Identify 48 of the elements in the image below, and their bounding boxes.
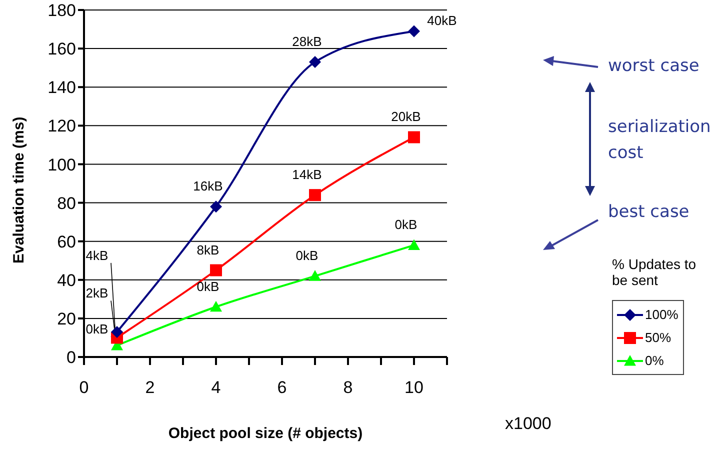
point bbox=[210, 300, 222, 312]
y-tick-label: 60 bbox=[57, 232, 76, 252]
x-tick-label: 0 bbox=[79, 378, 89, 398]
y-tick-label: 0 bbox=[66, 348, 76, 368]
annotation: 14kB bbox=[292, 167, 322, 182]
point bbox=[309, 270, 321, 281]
x-tick-label: 8 bbox=[343, 378, 353, 398]
point bbox=[309, 189, 321, 202]
annotation: 28kB bbox=[292, 34, 322, 50]
y-tick-label: 40 bbox=[57, 270, 76, 290]
y-tick-label: 140 bbox=[48, 78, 76, 98]
y-tick-label: 20 bbox=[57, 309, 76, 328]
point bbox=[210, 200, 222, 213]
annotation: 0kB bbox=[196, 278, 220, 294]
point bbox=[210, 264, 222, 276]
x-axis-title: Object pool size (# objects) bbox=[168, 425, 363, 442]
annotation: 0kB bbox=[394, 217, 418, 232]
point bbox=[408, 25, 420, 38]
legend-label: 100% bbox=[645, 307, 678, 322]
legend-title: % Updates to be sent bbox=[612, 256, 698, 288]
legend-label: 0% bbox=[645, 353, 664, 368]
x-tick-label: 4 bbox=[211, 378, 221, 398]
legend-label: 50% bbox=[645, 330, 672, 345]
point bbox=[408, 239, 420, 250]
y-tick-label: 180 bbox=[48, 1, 76, 20]
text: best case bbox=[608, 202, 690, 222]
annotation: 4kB bbox=[86, 248, 108, 263]
x-tick-label: 2 bbox=[145, 378, 155, 398]
annotation: 16kB bbox=[193, 178, 223, 194]
y-tick-label: 120 bbox=[48, 116, 76, 136]
point bbox=[408, 131, 420, 144]
x-tick-label: 6 bbox=[277, 378, 287, 398]
text: worst case bbox=[608, 56, 700, 76]
point bbox=[309, 56, 321, 68]
annotation: 2kB bbox=[86, 286, 108, 301]
y-tick-label: 80 bbox=[57, 194, 76, 213]
annotation: 0kB bbox=[296, 248, 318, 264]
y-axis-title: Evaluation time (ms) bbox=[10, 116, 28, 264]
annotation: 40kB bbox=[427, 13, 457, 28]
y-tick-label: 160 bbox=[48, 40, 76, 59]
point bbox=[111, 326, 123, 338]
text: serialization cost bbox=[608, 116, 712, 165]
text: x1000 bbox=[505, 414, 552, 434]
y-tick-label: 100 bbox=[48, 155, 76, 174]
annotation: 8kB bbox=[196, 242, 220, 258]
x-tick-label: 10 bbox=[404, 378, 424, 398]
annotation: 0kB bbox=[86, 321, 108, 336]
annotation: 20kB bbox=[391, 109, 421, 124]
